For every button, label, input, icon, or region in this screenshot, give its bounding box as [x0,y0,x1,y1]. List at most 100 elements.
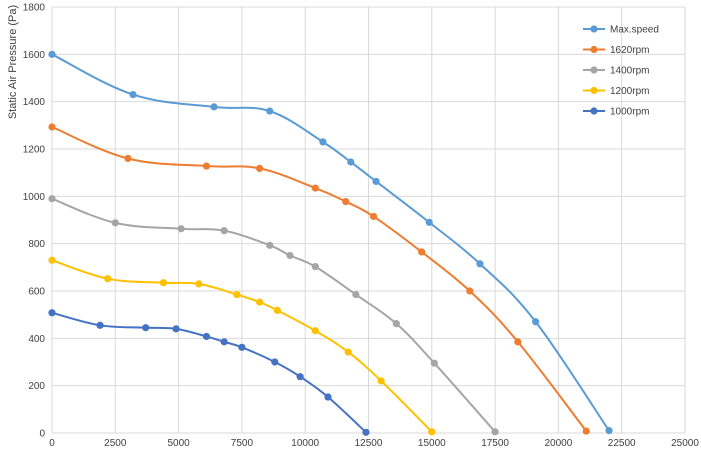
series-1620rpm [48,123,590,435]
legend-entry: Max.speed [583,25,659,36]
data-point [266,107,274,115]
data-point [319,138,327,146]
legend-label: 1200rpm [610,86,649,97]
data-point [347,158,355,166]
legend-marker [590,66,598,74]
data-point [111,219,119,227]
x-tick-label: 20000 [544,438,572,449]
x-tick-label: 17500 [481,438,509,449]
data-point [311,263,319,271]
legend-marker [590,45,598,54]
data-point [425,218,433,226]
x-tick-label: 25000 [671,438,699,449]
data-point [377,377,385,385]
series-1400rpm [48,195,499,436]
data-point [48,309,56,317]
data-point [159,279,168,287]
data-point [418,248,426,256]
data-point [362,428,370,436]
data-point [48,50,56,58]
legend-marker [590,25,598,33]
legend-marker [590,86,598,95]
data-point [202,162,211,170]
legend-label: 1000rpm [610,107,649,118]
data-point [273,306,281,315]
legend-entry: 1400rpm [583,66,649,77]
y-tick-label: 1400 [23,97,46,108]
data-point [344,348,352,356]
data-point [233,290,241,299]
legend-entry: 1000rpm [583,107,649,118]
data-point [428,428,436,436]
series-line [51,197,496,433]
data-point [476,260,484,268]
y-axis-title: Static Air Pressure (Pa) [7,5,19,119]
tick-labels: 0 2500 5000 7500 10000 12500 15000 17500 20000 22… [23,3,700,450]
legend-label: Max.speed [610,25,659,36]
data-point [532,318,540,326]
y-tick-label: 400 [28,334,45,345]
data-point [466,287,474,295]
data-point [195,280,203,288]
data-point [124,154,132,163]
x-tick-label: 7500 [231,438,254,449]
legend-label: 1400rpm [610,66,649,77]
data-point [172,325,180,333]
x-tick-label: 5000 [167,438,190,449]
legend-entry: 1200rpm [583,86,649,97]
legend-label: 1620rpm [610,45,649,56]
legend: Max.speed 1620rpm 1400rpm 1200rpm 1000rpm [583,25,659,118]
x-tick-label: 12500 [355,438,383,449]
data-point [256,164,264,173]
series-max-speed [48,50,613,435]
y-tick-label: 200 [28,381,45,392]
data-point [202,332,211,341]
data-point [491,428,499,436]
y-tick-label: 1800 [23,3,46,14]
x-tick-label: 15000 [418,438,446,449]
data-point [369,212,378,221]
y-tick-label: 0 [39,429,45,440]
data-point [96,321,104,329]
y-tick-label: 1600 [23,50,46,61]
data-point [220,227,228,235]
y-tick-label: 800 [28,239,45,250]
data-point [430,359,438,367]
legend-marker [590,107,598,115]
data-point [372,177,380,186]
data-point [48,195,56,203]
series-1200rpm [48,256,436,436]
series-line [51,53,610,432]
data-point [266,241,274,249]
series-1000rpm [48,309,370,436]
data-point [311,184,319,192]
data-point [582,427,590,435]
data-point [514,338,522,346]
data-point [392,320,400,328]
series-lines [48,50,613,436]
x-tick-label: 22500 [608,438,636,449]
data-point [342,197,350,206]
data-point [104,275,112,283]
data-point [286,251,294,260]
data-point [48,123,56,131]
data-point [324,393,332,401]
x-tick-label: 2500 [104,438,127,449]
x-tick-label: 10000 [291,438,319,449]
data-point [271,358,279,366]
data-point [352,290,360,299]
data-point [296,373,304,381]
legend-entry: 1620rpm [583,45,649,56]
y-tick-label: 1200 [23,145,46,156]
data-point [311,327,319,335]
data-point [605,427,613,435]
data-point [220,338,228,346]
data-point [210,103,218,111]
data-point [142,324,150,332]
data-point [238,343,246,351]
data-point [256,298,264,306]
y-tick-label: 1000 [23,192,46,203]
y-tick-label: 600 [28,287,45,298]
